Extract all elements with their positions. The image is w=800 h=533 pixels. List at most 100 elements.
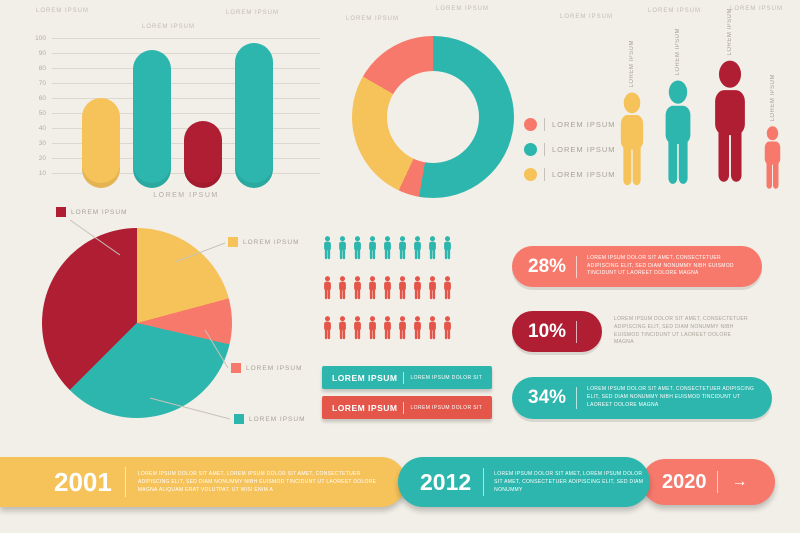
gridline: 70 [39,80,320,87]
figure-crimson: LOREM IPSUM [706,8,754,196]
donut-hole [387,71,479,163]
person-icon [384,236,391,260]
scatter-label: LOREM IPSUM [730,6,784,12]
bar-1 [133,50,171,188]
person-icon [384,276,391,300]
scatter-label: LOREM IPSUM [36,8,90,14]
timeline-year: 2001 [54,466,112,497]
pictogram-row [322,316,453,342]
person-icon [324,316,331,340]
stat-pill-10: 10% [512,311,602,352]
pictogram-row [322,236,453,262]
ribbon-separator [403,401,405,414]
person-icon [414,276,421,300]
figure-label: LOREM IPSUM [727,8,733,56]
bar-2 [184,120,222,188]
scatter-label: LOREM IPSUM [346,16,400,22]
ribbon-teal: LOREM IPSUM LOREM IPSUM DOLOR SIT [322,366,493,389]
legend-item: LOREM IPSUM [524,162,616,187]
person-icon [384,316,391,340]
person-icon [369,276,376,300]
person-icon [399,316,406,340]
figure-label: LOREM IPSUM [769,74,776,122]
bar-chart: 10 20 30 40 50 60 70 80 90 100 LOREM IPSUM [26,28,320,228]
person-icon [324,276,331,300]
legend-separator [544,143,545,156]
leader-line [69,219,121,256]
people-figures: LOREM IPSUM LOREM IPSUM LOREM IPSUM LORE… [614,8,794,196]
ribbon-red: LOREM IPSUM LOREM IPSUM DOLOR SIT [322,396,493,419]
y-tick-label: 30 [38,140,46,147]
leader-line [204,329,229,369]
gridline: 80 [39,65,320,72]
person-icon [369,316,376,340]
y-tick-label: 50 [38,110,46,117]
timeline-year: 2012 [420,468,472,495]
bar-plot: 10 20 30 40 50 60 70 80 90 100 [35,35,320,188]
stat-pill-28: 28% LOREM IPSUM DOLOR SIT AMET, CONSECTE… [512,246,762,287]
person-icon [339,316,346,340]
gridline: 40 [39,125,320,132]
stat-value: 34% [528,387,567,408]
legend-separator [544,168,545,181]
pie-label-yellow: LOREM IPSUM [228,237,300,247]
person-icon [414,316,421,340]
person-icon [715,60,745,182]
person-icon [339,236,346,260]
person-icon [354,236,361,260]
ribbon-title: LOREM IPSUM [332,402,398,413]
pie-label-crimson: LOREM IPSUM [56,207,128,217]
legend-item: LOREM IPSUM [524,137,616,162]
pie-label-text: LOREM IPSUM [246,364,303,372]
timeline-separator [716,471,718,493]
stat-text: LOREM IPSUM DOLOR SIT AMET, CONSECTETUER… [587,254,734,277]
timeline-separator [483,468,485,496]
legend-label: LOREM IPSUM [552,145,616,154]
gridline: 60 [39,95,320,102]
person-icon [354,316,361,340]
timeline-text: LOREM IPSUM DOLOR SIT AMET, LOREM IPSUM … [494,471,644,493]
pie-leader-lines [69,219,231,420]
person-icon [429,236,436,260]
figure-salmon: LOREM IPSUM [760,74,785,196]
pie-swatch-icon [56,207,66,217]
gridline: 100 [35,35,320,42]
y-tick-label: 60 [38,95,46,102]
legend-dot-icon [524,168,537,181]
ribbon-subtitle: LOREM IPSUM DOLOR SIT [410,404,483,411]
ribbon-subtitle: LOREM IPSUM DOLOR SIT [410,374,483,381]
person-icon [764,126,781,189]
pie-label-text: LOREM IPSUM [243,238,300,246]
stat-value: 28% [528,255,567,277]
stat-separator [576,387,578,409]
person-icon [414,236,421,260]
person-icon [665,80,691,184]
stat-separator [576,320,578,343]
person-icon [369,236,376,260]
y-tick-label: 20 [38,155,46,162]
figure-label: LOREM IPSUM [629,40,635,88]
y-tick-label: 90 [38,50,46,57]
timeline-2012: 2012 LOREM IPSUM DOLOR SIT AMET, LOREM I… [398,457,650,507]
figure-label: LOREM IPSUM [675,28,681,76]
person-icon [429,316,436,340]
donut-legend: LOREM IPSUM LOREM IPSUM LOREM IPSUM [524,112,616,187]
donut-chart [352,36,514,198]
population-grid [322,236,453,356]
leader-line [149,397,231,420]
stat-text: LOREM IPSUM DOLOR SIT AMET, CONSECTETUER… [587,386,755,408]
pie-swatch-icon [234,414,244,424]
pictogram-row [322,276,453,302]
legend-label: LOREM IPSUM [552,120,616,129]
y-tick-label: 10 [38,170,46,177]
gridline: 50 [39,110,320,117]
bar-3 [235,42,273,188]
person-icon [339,276,346,300]
pie-label-teal: LOREM IPSUM [234,414,306,424]
timeline-2001: 2001 LOREM IPSUM DOLOR SIT AMET, LOREM I… [0,457,406,507]
stat-value: 10% [528,320,567,342]
bar-chart-xlabel: LOREM IPSUM [153,192,219,199]
legend-item: LOREM IPSUM [524,112,616,137]
scatter-label: LOREM IPSUM [436,6,490,12]
timeline-text: LOREM IPSUM DOLOR SIT AMET, LOREM IPSUM … [137,471,377,493]
